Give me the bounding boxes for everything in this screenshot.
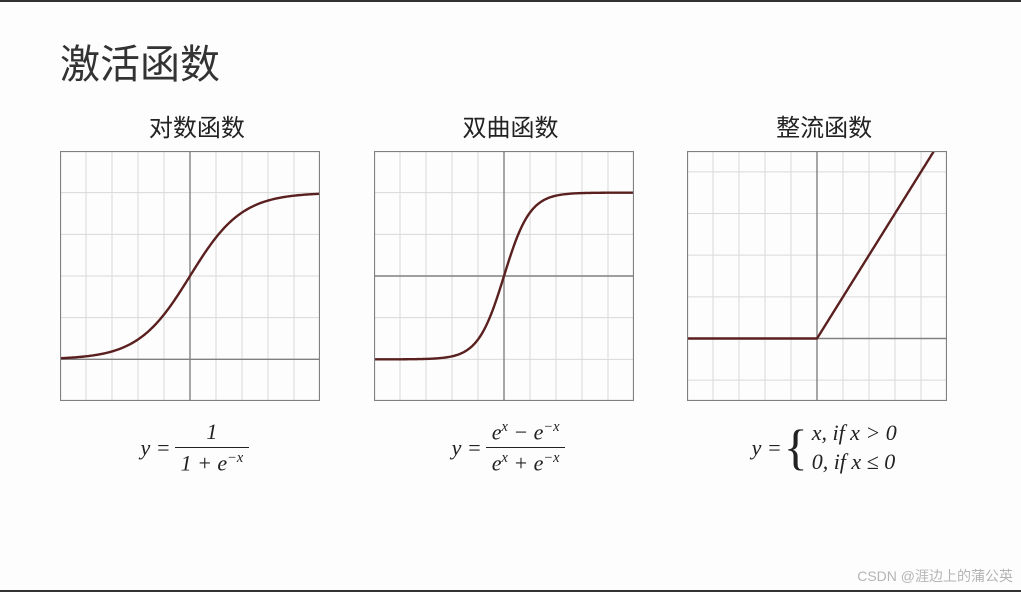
- case1: x, if x > 0: [812, 420, 897, 445]
- num-mid: −: [508, 419, 534, 444]
- chart-relu: [687, 151, 961, 401]
- panel-title: 对数函数: [60, 108, 334, 143]
- brace-icon: {: [784, 425, 808, 470]
- den-b: e: [534, 451, 544, 476]
- formula-lhs: y =: [452, 435, 482, 461]
- chart-sigmoid: [60, 151, 334, 401]
- den-a: e: [492, 451, 502, 476]
- den-b-sup: −x: [543, 450, 559, 466]
- formula-cases: x, if x > 0 0, if x ≤ 0: [812, 419, 897, 476]
- formula-denominator: 1 + e−x: [175, 448, 250, 476]
- formula-numerator: 1: [175, 419, 250, 448]
- den-pre: 1 + e: [181, 450, 228, 475]
- den-sup: −x: [227, 450, 243, 466]
- relu-svg: [687, 151, 947, 401]
- formula-numerator: ex − e−x: [486, 419, 566, 448]
- num-b: e: [534, 419, 544, 444]
- page-title: 激活函数: [60, 32, 961, 90]
- formula-lhs: y =: [752, 435, 782, 461]
- chart-row: 对数函数 y = 1 1 + e−x 双曲函数 y =: [60, 108, 961, 477]
- formula-lhs: y =: [140, 435, 170, 461]
- panel-tanh: 双曲函数 y = ex − e−x ex + e−x: [374, 108, 648, 477]
- case2: 0, if x ≤ 0: [812, 449, 896, 474]
- watermark: CSDN @涯边上的蒲公英: [857, 566, 1013, 586]
- formula-denominator: ex + e−x: [486, 448, 566, 476]
- num-b-sup: −x: [543, 419, 559, 435]
- tanh-formula: y = ex − e−x ex + e−x: [374, 419, 648, 477]
- tanh-svg: [374, 151, 634, 401]
- den-mid: +: [508, 451, 534, 476]
- panel-title: 整流函数: [687, 108, 961, 143]
- relu-formula: y = { x, if x > 0 0, if x ≤ 0: [687, 419, 961, 476]
- sigmoid-formula: y = 1 1 + e−x: [60, 419, 334, 476]
- panel-sigmoid: 对数函数 y = 1 1 + e−x: [60, 108, 334, 477]
- sigmoid-svg: [60, 151, 320, 401]
- num-a: e: [492, 419, 502, 444]
- panel-relu: 整流函数 y = { x, if x > 0 0, if x ≤ 0: [687, 108, 961, 477]
- panel-title: 双曲函数: [374, 108, 648, 143]
- chart-tanh: [374, 151, 648, 401]
